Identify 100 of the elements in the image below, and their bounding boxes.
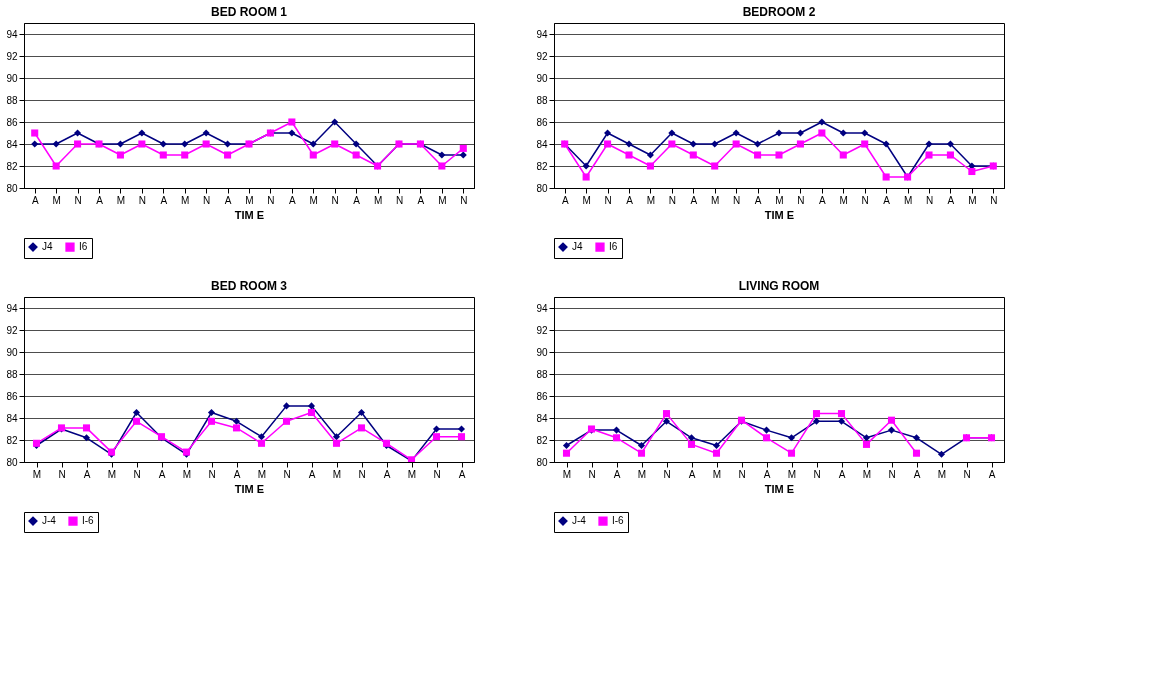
point [202,140,210,148]
x-tick-label: A [988,468,996,480]
x-tick-label: N [395,194,404,206]
x-tick-label: A [763,468,771,480]
point [839,151,847,159]
y-tick-label: 84 [6,412,18,424]
legend-label: J-4 [42,515,57,527]
point [732,129,740,137]
point [946,151,954,159]
point [612,426,621,434]
point [862,434,871,442]
point [754,151,762,159]
x-tick-label: N [663,468,671,480]
x-tick-label: M [862,468,872,480]
point [762,426,771,434]
x-tick-label: N [733,194,741,206]
point [837,417,846,425]
point [968,167,976,176]
point [224,151,232,159]
point [625,151,633,159]
y-tick-label: 94 [536,302,548,314]
point [352,140,360,148]
point [357,424,366,432]
x-tick-label: M [637,468,647,480]
point [82,424,91,432]
chart-title: BED ROOM 3 [210,279,288,293]
x-tick-label: A [308,468,316,480]
x-tick-label: M [116,194,126,206]
point [882,140,890,148]
x-tick-label: M [839,194,848,206]
y-tick-label: 86 [536,116,548,128]
x-tick-label: N [888,468,896,480]
point [307,402,316,410]
x-tick-label: N [74,194,82,206]
y-tick-label: 92 [536,324,548,336]
point [438,162,446,170]
point [946,140,954,148]
point [288,129,296,137]
x-tick-label: N [460,194,468,206]
point [138,129,146,137]
point [668,129,676,137]
x-axis-title: TIM E [234,482,265,495]
y-tick-label: 82 [536,160,548,172]
point [712,449,721,457]
point [637,441,646,450]
y-tick-label: 92 [6,50,18,62]
x-tick-label: A [383,468,391,480]
x-tick-label: A [883,194,891,206]
x-tick-label: M [937,468,947,480]
x-tick-label: A [289,194,297,206]
y-tick-label: 86 [6,116,18,128]
x-tick-label: A [417,194,425,206]
x-tick-label: M [711,194,720,206]
point [82,434,91,442]
point [637,449,646,457]
point [912,449,921,457]
x-tick-label: M [646,194,656,206]
legend-label: I-6 [82,515,95,527]
x-tick-label: N [358,468,366,480]
x-tick-label: A [158,468,166,480]
x-tick-label: M [582,194,591,206]
point [687,434,696,442]
y-tick-label: 80 [536,182,548,194]
x-tick-label: A [160,194,168,206]
point [612,434,621,442]
point [74,140,82,148]
y-tick-label: 94 [536,28,548,40]
point [604,129,612,137]
point [257,433,266,441]
point [796,140,804,148]
y-tick-label: 90 [6,72,18,84]
point [207,417,216,425]
point [625,140,633,148]
x-tick-label: M [107,468,117,480]
point [288,118,296,126]
y-tick-label: 90 [536,346,548,358]
x-tick-label: N [588,468,596,480]
point [116,140,124,148]
x-tick-label: M [407,468,417,480]
point [457,425,466,433]
x-tick-label: M [775,194,784,206]
x-tick-label: A [233,468,241,480]
x-tick-label: N [331,194,339,206]
legend-label: I6 [609,241,618,253]
x-tick-label: N [283,468,291,480]
point [787,434,796,442]
y-tick-label: 86 [6,390,18,402]
x-tick-label: N [963,468,971,480]
point [812,417,821,425]
x-tick-label: M [968,194,977,206]
x-tick-label: N [925,194,934,206]
point [232,424,241,432]
y-tick-label: 90 [6,346,18,358]
point [159,140,167,148]
point [937,450,946,458]
point [762,434,771,442]
point [812,410,821,418]
x-tick-label: N [813,468,821,480]
x-tick-label: M [332,468,342,480]
point [861,140,869,148]
